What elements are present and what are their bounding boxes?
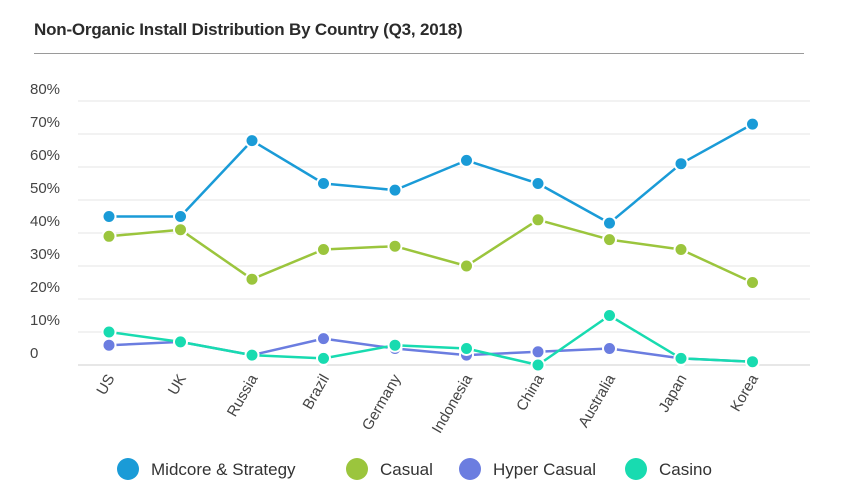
data-point-midcore-strategy-korea[interactable] [745,116,760,132]
legend-swatch [117,458,139,480]
data-point-hyper-casual-brazil[interactable] [316,331,331,347]
data-point-casino-china[interactable] [530,357,546,373]
x-tick-label-uk: UK [165,372,190,399]
data-point-midcore-strategy-uk[interactable] [173,209,188,224]
legend-item-casino[interactable]: Casino [625,458,712,480]
data-point-midcore-strategy-brazil[interactable] [316,176,331,191]
y-axis-ticks: 0 10% 20% 30% 40% 50% 60% 70% 80% [30,81,60,362]
data-point-casual-us[interactable] [101,228,117,244]
data-point-casino-us[interactable] [101,324,117,340]
y-tick-label: 10% [30,312,60,329]
data-point-casino-russia[interactable] [244,347,260,363]
data-point-casual-australia[interactable] [602,232,617,248]
x-axis-ticks: US UK Russia Brazil Germany Indonesia China Aus… [93,371,762,436]
series-lines [101,116,760,373]
data-point-casual-russia[interactable] [244,271,260,287]
legend-swatch [459,458,481,480]
data-point-casino-uk[interactable] [173,334,188,350]
series-line-casino [108,314,753,367]
legend-swatch [625,458,647,480]
line-chart: 0 10% 20% 30% 40% 50% 60% 70% 80% US UK Russia Braz… [30,81,810,436]
x-tick-label-australia: Australia [575,371,619,431]
data-point-midcore-strategy-australia[interactable] [602,215,617,231]
y-tick-label: 30% [30,246,60,263]
data-point-casual-china[interactable] [530,212,546,228]
legend-swatch [346,458,368,480]
data-point-casino-australia[interactable] [602,308,617,323]
y-tick-label: 60% [30,147,60,164]
x-tick-label-indonesia: Indonesia [429,371,477,436]
data-point-hyper-casual-us[interactable] [101,337,117,353]
legend-label: Hyper Casual [493,460,596,479]
legend-label: Casino [659,460,712,479]
data-point-hyper-casual-china[interactable] [530,344,546,360]
data-point-casino-japan[interactable] [673,350,689,366]
data-point-casino-indonesia[interactable] [459,341,474,356]
data-point-casual-germany[interactable] [387,238,403,254]
data-point-casual-japan[interactable] [673,242,689,257]
data-point-casual-indonesia[interactable] [459,258,474,274]
series-casino [101,308,760,373]
legend-label: Casual [380,460,433,479]
series-line-midcore-strategy [109,123,754,225]
data-point-casual-korea[interactable] [745,275,760,290]
data-point-midcore-strategy-china[interactable] [530,176,546,191]
data-point-midcore-strategy-russia[interactable] [244,133,260,149]
data-point-midcore-strategy-germany[interactable] [387,182,403,198]
title-divider [34,53,804,54]
x-tick-label-germany: Germany [359,371,405,433]
y-tick-label: 0 [30,345,38,362]
y-tick-label: 70% [30,114,60,131]
x-tick-label-china: China [513,371,548,414]
legend: Midcore & Strategy Casual Hyper Casual Casi… [117,458,712,480]
x-tick-label-us: US [93,372,118,399]
chart-title: Non-Organic Install Distribution By Coun… [34,20,463,39]
legend-item-hyper-casual[interactable]: Hyper Casual [459,458,596,480]
series-line-casual [108,218,754,284]
x-tick-label-russia: Russia [224,371,262,420]
data-point-midcore-strategy-indonesia[interactable] [459,152,474,168]
y-tick-label: 40% [30,213,60,230]
data-point-casual-uk[interactable] [173,222,188,238]
legend-label: Midcore & Strategy [151,460,296,479]
y-tick-label: 50% [30,180,60,197]
data-point-casino-brazil[interactable] [316,350,331,366]
series-casual [101,212,760,290]
series-midcore-strategy [101,116,760,231]
data-point-hyper-casual-australia[interactable] [602,341,617,356]
legend-item-midcore-strategy[interactable]: Midcore & Strategy [117,458,296,480]
x-tick-label-japan: Japan [655,372,690,416]
legend-item-casual[interactable]: Casual [346,458,433,480]
x-tick-label-korea: Korea [727,371,762,415]
y-tick-label: 20% [30,279,60,296]
gridlines [78,100,810,366]
data-point-casino-korea[interactable] [745,354,760,370]
data-point-casino-germany[interactable] [387,337,403,353]
data-point-casual-brazil[interactable] [316,242,331,257]
data-point-midcore-strategy-us[interactable] [101,209,117,224]
y-tick-label: 80% [30,81,60,98]
series-hyper-casual [101,331,760,370]
data-point-midcore-strategy-japan[interactable] [673,156,689,172]
x-tick-label-brazil: Brazil [299,372,332,413]
